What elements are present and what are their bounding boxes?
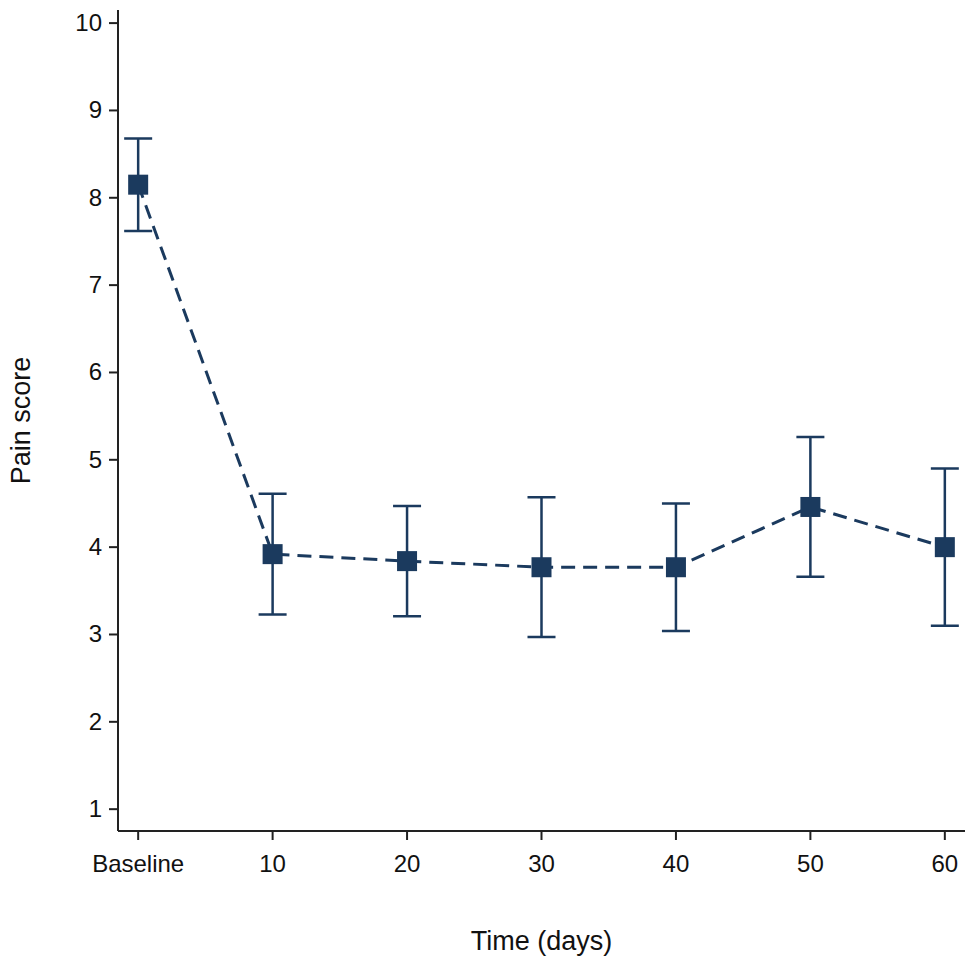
marker (397, 551, 417, 571)
x-tick-label: Baseline (92, 850, 184, 877)
x-tick (272, 831, 274, 840)
plot-area (124, 138, 959, 637)
error-bar (662, 503, 690, 631)
marker (532, 557, 552, 577)
y-tick-label: 1 (89, 795, 102, 822)
y-tick-label: 2 (89, 708, 102, 735)
x-tick (137, 831, 139, 840)
marker (666, 557, 686, 577)
y-tick (109, 284, 118, 286)
error-bar (796, 437, 824, 577)
x-tick-label: 10 (259, 850, 286, 877)
x-tick-label: 20 (394, 850, 421, 877)
y-tick (109, 197, 118, 199)
error-bar (931, 469, 959, 626)
y-tick (109, 459, 118, 461)
y-tick-label: 7 (89, 271, 102, 298)
marker (935, 537, 955, 557)
chart: 1 2 3 4 5 6 7 8 9 10 Baseline 10 20 30 40 50 60 Time (day… (0, 0, 969, 964)
y-tick (109, 371, 118, 373)
y-axis-line (117, 10, 119, 831)
x-tick (541, 831, 543, 840)
y-tick-label: 9 (89, 96, 102, 123)
x-tick-label: 60 (931, 850, 958, 877)
y-tick (109, 22, 118, 24)
error-bar (393, 506, 421, 616)
y-tick-label: 5 (89, 446, 102, 473)
x-tick (944, 831, 946, 840)
y-tick-label: 4 (89, 533, 102, 560)
y-tick (109, 546, 118, 548)
error-bar (259, 494, 287, 615)
y-axis-label: Pain score (6, 357, 36, 485)
x-tick (809, 831, 811, 840)
y-tick-label: 6 (89, 358, 102, 385)
x-tick-label: 30 (528, 850, 555, 877)
marker (263, 544, 283, 564)
y-tick (109, 109, 118, 111)
marker (128, 175, 148, 195)
y-tick-label: 8 (89, 184, 102, 211)
y-tick (109, 633, 118, 635)
x-tick (406, 831, 408, 840)
y-tick-label: 3 (89, 620, 102, 647)
error-bar (528, 497, 556, 637)
y-tick (109, 721, 118, 723)
x-tick-label: 50 (797, 850, 824, 877)
error-bar (124, 138, 152, 231)
x-axis-label: Time (days) (471, 926, 613, 956)
x-tick (675, 831, 677, 840)
x-tick-label: 40 (663, 850, 690, 877)
marker (800, 497, 820, 517)
y-tick (109, 808, 118, 810)
y-tick-label: 10 (75, 9, 102, 36)
